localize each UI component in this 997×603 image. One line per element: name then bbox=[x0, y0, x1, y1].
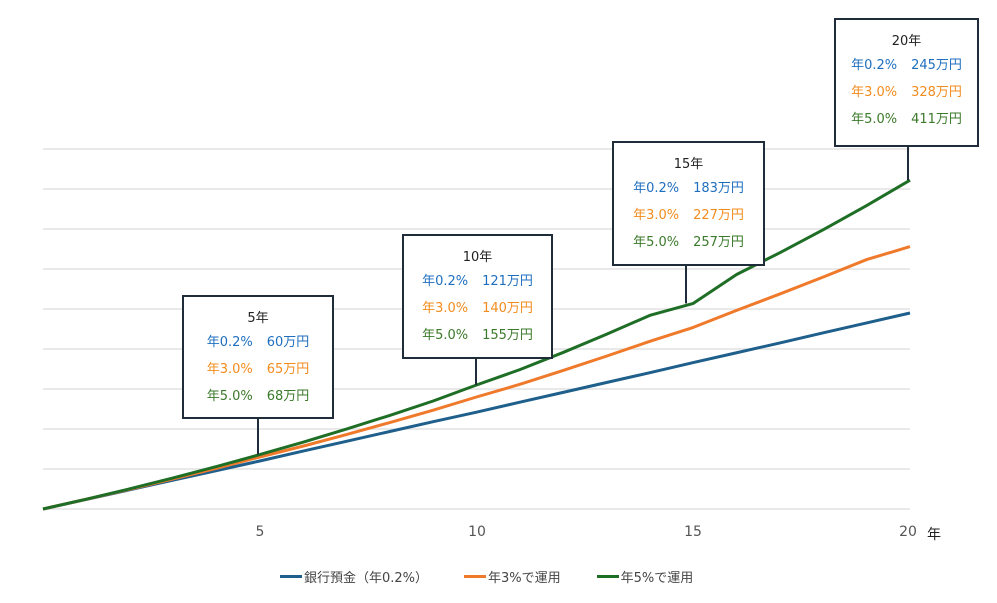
x-tick-15: 15 bbox=[684, 524, 702, 540]
callout-title: 5年 bbox=[247, 311, 269, 326]
callout-title: 15年 bbox=[673, 157, 704, 172]
x-axis-unit: 年 bbox=[927, 527, 941, 543]
legend-item-3pct[interactable]: 年3%で運用 bbox=[464, 567, 561, 586]
callout-row-bank: 年0.2% 183万円 bbox=[633, 181, 744, 196]
legend-item-5pct[interactable]: 年5%で運用 bbox=[596, 567, 694, 586]
legend-swatch-5pct bbox=[596, 575, 619, 578]
callout-title: 20年 bbox=[891, 34, 922, 49]
callout-row-3pct: 年3.0% 65万円 bbox=[206, 362, 310, 377]
series-line-0 bbox=[42, 311, 911, 511]
legend-swatch-bank bbox=[280, 575, 302, 578]
callout-row-3pct: 年3.0% 140万円 bbox=[422, 301, 533, 316]
callout-row-5pct: 年5.0% 68万円 bbox=[206, 389, 310, 404]
callout-10-years: 10年 年0.2% 121万円 年3.0% 140万円 年5.0% 155万円 bbox=[402, 234, 553, 359]
callout-row-5pct: 年5.0% 155万円 bbox=[422, 328, 533, 343]
callout-title: 10年 bbox=[462, 250, 493, 265]
callout-row-3pct: 年3.0% 328万円 bbox=[851, 85, 962, 100]
callout-row-bank: 年0.2% 121万円 bbox=[422, 274, 533, 289]
callout-row-5pct: 年5.0% 411万円 bbox=[851, 112, 962, 127]
callout-5-years: 5年 年0.2% 60万円 年3.0% 65万円 年5.0% 68万円 bbox=[182, 295, 334, 419]
x-tick-5: 5 bbox=[255, 524, 265, 540]
legend-label: 銀行預金（年0.2%） bbox=[304, 571, 429, 586]
legend-label: 年5%で運用 bbox=[620, 571, 694, 586]
callout-row-5pct: 年5.0% 257万円 bbox=[633, 235, 744, 250]
callout-row-bank: 年0.2% 60万円 bbox=[206, 335, 310, 350]
legend-item-bank[interactable]: 銀行預金（年0.2%） bbox=[280, 567, 428, 586]
callout-connectors bbox=[257, 146, 909, 455]
legend: 銀行預金（年0.2%） 年3%で運用 年5%で運用 bbox=[280, 567, 693, 586]
legend-label: 年3%で運用 bbox=[488, 571, 561, 586]
x-tick-20: 20 bbox=[899, 524, 917, 540]
callout-15-years: 15年 年0.2% 183万円 年3.0% 227万円 年5.0% 257万円 bbox=[612, 141, 765, 266]
legend-swatch-3pct bbox=[464, 575, 487, 578]
x-tick-10: 10 bbox=[468, 524, 486, 540]
callout-20-years: 20年 年0.2% 245万円 年3.0% 328万円 年5.0% 411万円 bbox=[834, 18, 979, 147]
callout-row-3pct: 年3.0% 227万円 bbox=[633, 208, 744, 223]
callout-row-bank: 年0.2% 245万円 bbox=[851, 58, 962, 73]
